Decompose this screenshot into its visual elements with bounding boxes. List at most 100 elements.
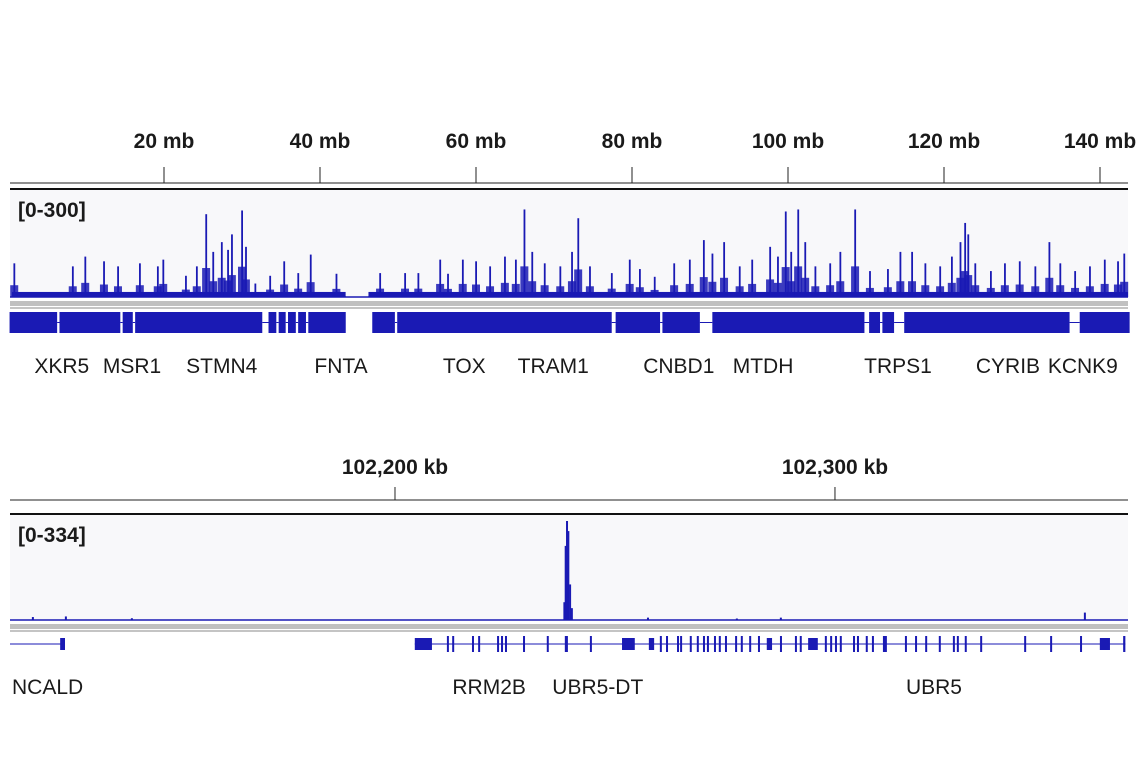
signal-peak-shoulder [670,285,679,297]
signal-peak [269,275,272,297]
signal-peak [779,617,782,620]
exon [648,638,655,650]
exon [702,636,705,652]
signal-peak-shoulder [181,289,190,297]
signal-peak [489,266,492,297]
gene-label: TRPS1 [864,355,932,378]
signal-peak-shoulder [865,287,874,297]
exon [414,638,432,650]
signal-peak [475,261,477,297]
exon [1099,638,1110,650]
signal-peak-shoulder [735,286,744,297]
exon [757,636,760,652]
signal-peak-shoulder [500,282,509,297]
signal-peak [899,251,902,297]
signal-peak-shoulder [376,288,385,297]
signal-peak-shoulder [1056,285,1065,297]
signal-peak [13,263,16,297]
exon [446,636,449,652]
exon [718,636,721,652]
exon [871,636,874,652]
exon [706,636,709,652]
exon [882,636,887,652]
exon [471,636,474,652]
signal-peak-shoulder [153,286,162,297]
signal-peak [254,283,257,297]
signal-peak-shoulder [971,285,980,297]
signal-peak [1083,612,1086,620]
signal-peak [567,531,570,620]
gene-label: MSR1 [103,355,161,378]
exon [523,636,526,652]
ruler-tick-label: 100 mb [752,130,824,153]
signal-peak [84,256,87,297]
signal-peak [531,251,534,297]
exon [1050,636,1053,652]
exon [713,636,716,652]
signal-peak-shoulder [851,266,860,297]
gene-label: KCNK9 [1048,355,1118,378]
ruler-tick-label: 102,200 kb [342,456,448,479]
signal-peak [231,234,233,297]
signal-peak-shoulder [294,288,303,297]
signal-peak [64,616,67,620]
signal-peak-shoulder [699,277,708,297]
exon [501,636,504,652]
exon [546,636,549,652]
signal-peak-shoulder [585,286,594,297]
signal-peak [751,259,754,297]
signal-peak-shoulder [1015,284,1024,297]
signal-peak-shoulder [883,287,892,297]
signal-peak-shoulder [1113,284,1122,297]
exon [680,636,683,652]
exon [589,636,592,652]
signal-peak-shoulder [956,277,965,297]
signal-peak [911,251,914,297]
background-signal [12,291,346,297]
signal-peak [139,263,141,297]
exon [1024,636,1027,652]
signal-peak-shoulder [10,285,19,297]
signal-peak-shoulder [936,286,945,297]
signal-peak-shoulder [251,292,260,297]
exon [925,636,928,652]
exon [865,636,868,652]
signal-peak [335,273,338,297]
signal-peak-shoulder [135,285,144,297]
gene-block [9,312,346,333]
exon [564,636,568,652]
signal-peak-shoulder [708,281,717,297]
signal-peak [924,263,927,297]
signal-peak [569,584,572,620]
signal-peak [514,259,517,297]
signal-peak-shoulder [458,283,467,297]
signal-peak-shoulder [766,279,775,297]
ruler-tick-label: 40 mb [290,130,351,153]
ruler-tick-label: 140 mb [1064,130,1136,153]
signal-peak [1034,266,1037,297]
exon [980,636,983,652]
signal-peak-shoulder [1071,287,1080,297]
exon [856,636,859,652]
signal-peak-shoulder [625,283,634,297]
exon [677,636,680,652]
exon [689,636,692,652]
signal-peak-shoulder [787,281,796,297]
gene-label: UBR5-DT [552,676,643,699]
signal-peak [887,269,889,297]
gene-block [372,312,1130,333]
gene-label: UBR5 [906,676,962,699]
signal-peak [117,266,119,297]
signal-peak [688,259,691,297]
signal-peak-shoulder [947,282,956,297]
signal-peak-shoulder [540,285,549,297]
signal-peak-shoulder [921,285,930,297]
signal-peak [439,259,442,297]
signal-peak-shoulder [99,284,108,297]
signal-peak-shoulder [209,281,218,297]
signal-peak [212,251,215,297]
signal-peak [185,275,187,297]
exon [834,636,837,652]
signal-peak [543,263,546,297]
